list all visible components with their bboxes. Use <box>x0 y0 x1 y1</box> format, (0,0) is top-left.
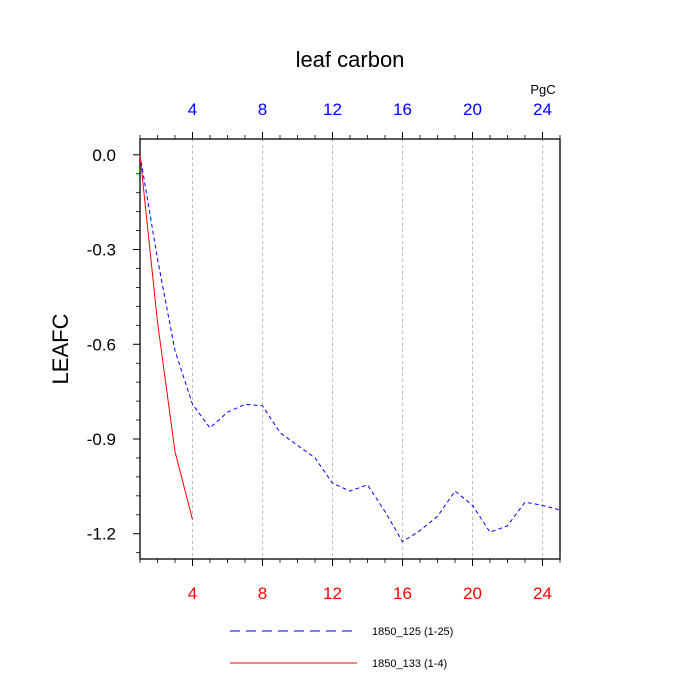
series-line-1850-125 <box>139 154 561 543</box>
x-tick-label-bottom: 16 <box>393 584 412 603</box>
legend-label-1850-125: 1850_125 (1-25) <box>372 626 453 638</box>
grid-lines <box>192 139 543 559</box>
x-tick-label-top: 16 <box>393 100 412 119</box>
x-tick-label-top: 12 <box>323 100 342 119</box>
chart-title: leaf carbon <box>296 47 405 72</box>
axis-ticks <box>133 132 561 566</box>
plot-frame <box>139 138 561 560</box>
y-tick-label: 0.0 <box>92 146 116 165</box>
y-tick-label: -0.3 <box>87 241 116 260</box>
x-tick-label-bottom: 8 <box>258 584 267 603</box>
x-tick-label-top: 20 <box>463 100 482 119</box>
legend: 1850_125 (1-25) 1850_133 (1-4) <box>230 626 453 670</box>
y-tick-label: -1.2 <box>87 525 116 544</box>
y-tick-label: -0.6 <box>87 335 116 354</box>
x-tick-label-top: 8 <box>258 100 267 119</box>
series-lines <box>139 154 561 543</box>
x-tick-label-top: 24 <box>533 100 552 119</box>
x-tick-label-bottom: 20 <box>463 584 482 603</box>
legend-label-1850-133: 1850_133 (1-4) <box>372 658 447 670</box>
y-axis-label: LEAFC <box>48 313 73 384</box>
x-tick-label-bottom: 12 <box>323 584 342 603</box>
y-tick-label: -0.9 <box>87 430 116 449</box>
tick-labels: 4 4 8 8 12 12 16 16 20 20 24 24 0.0 -0.3 -0.6 -0.9 -1.2 <box>87 100 552 603</box>
series-line-1850-133 <box>139 154 193 520</box>
x-tick-label-bottom: 24 <box>533 584 552 603</box>
units-label: PgC <box>530 82 555 97</box>
x-tick-label-bottom: 4 <box>188 584 197 603</box>
x-tick-label-top: 4 <box>188 100 197 119</box>
